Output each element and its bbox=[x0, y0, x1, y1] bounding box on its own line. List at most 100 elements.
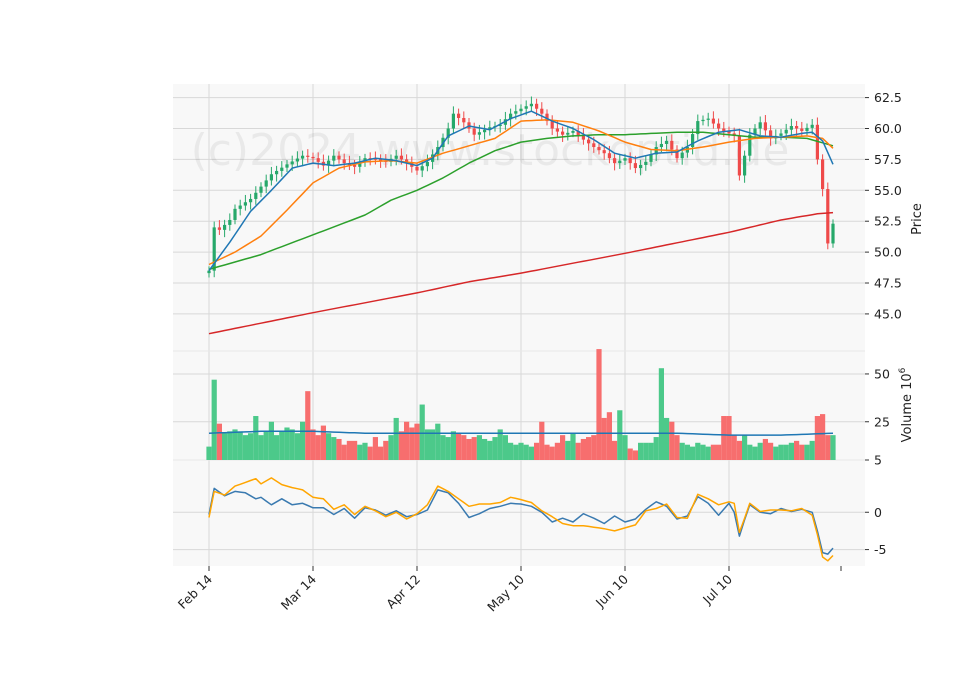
y-tick-label: 57.5 bbox=[874, 152, 902, 167]
volume-bar bbox=[300, 421, 306, 460]
candle-body bbox=[649, 154, 653, 162]
volume-bar bbox=[565, 440, 571, 460]
volume-bar bbox=[476, 435, 482, 460]
y-tick-label: 0 bbox=[874, 505, 882, 520]
candle-body bbox=[264, 180, 268, 187]
candle-body bbox=[701, 119, 705, 122]
candle-body bbox=[249, 198, 253, 203]
volume-bar bbox=[814, 416, 820, 460]
candle-body bbox=[784, 129, 788, 134]
candle-body bbox=[691, 134, 695, 148]
candle-body bbox=[514, 111, 518, 114]
volume-bar bbox=[357, 444, 363, 460]
volume-bar bbox=[258, 435, 264, 460]
candle-body bbox=[550, 121, 554, 129]
y-tick-label: 52.5 bbox=[874, 214, 902, 229]
candle-body bbox=[311, 156, 315, 159]
volume-bar bbox=[466, 438, 472, 460]
candle-body bbox=[628, 158, 632, 164]
candle-body bbox=[706, 118, 710, 120]
candle-body bbox=[717, 123, 721, 129]
candle-body bbox=[743, 155, 747, 176]
candle-body bbox=[737, 135, 741, 176]
candle-body bbox=[275, 170, 279, 175]
x-tick-label: Mar 14 bbox=[278, 571, 319, 612]
volume-bar bbox=[752, 446, 758, 460]
candle-body bbox=[639, 164, 643, 169]
x-tick-label: Feb 14 bbox=[175, 571, 215, 611]
candle-body bbox=[795, 126, 799, 129]
candle-body bbox=[566, 132, 570, 135]
volume-bar bbox=[445, 437, 451, 460]
candle-body bbox=[379, 159, 383, 161]
volume-bar bbox=[830, 435, 836, 460]
volume-bar bbox=[279, 431, 285, 460]
candle-body bbox=[602, 150, 606, 154]
volume-bar bbox=[601, 417, 607, 460]
volume-bar bbox=[398, 431, 404, 460]
volume-bar bbox=[648, 442, 654, 460]
oscillator-line-2 bbox=[208, 477, 834, 562]
candle-body bbox=[633, 163, 637, 169]
volume-bar bbox=[617, 410, 623, 460]
volume-bar bbox=[721, 416, 727, 460]
marks-layer bbox=[206, 96, 836, 562]
candle-body bbox=[545, 113, 549, 122]
y-tick-label: -5 bbox=[874, 542, 886, 557]
volume-bar bbox=[580, 438, 586, 460]
volume-bar bbox=[783, 444, 789, 460]
volume-bar bbox=[315, 435, 321, 460]
volume-bar bbox=[372, 437, 378, 460]
volume-bar bbox=[456, 433, 462, 460]
candle-body bbox=[425, 161, 429, 167]
candle-body bbox=[477, 132, 481, 135]
x-tick-label: Jul 10 bbox=[699, 571, 735, 607]
volume-bar bbox=[216, 423, 222, 460]
volume-bar bbox=[622, 435, 628, 460]
volume-bar bbox=[736, 440, 742, 460]
volume-bar bbox=[690, 446, 696, 460]
candle-body bbox=[800, 128, 804, 131]
volume-bar bbox=[430, 429, 436, 460]
volume-bar bbox=[435, 423, 441, 460]
volume-bar bbox=[461, 435, 467, 460]
candle-body bbox=[805, 127, 809, 131]
candle-body bbox=[665, 140, 669, 144]
candle-body bbox=[831, 223, 835, 244]
candle-body bbox=[644, 161, 648, 165]
candle-body bbox=[327, 160, 331, 166]
volume-bar bbox=[482, 438, 488, 460]
volume-bar bbox=[222, 433, 228, 460]
candle-body bbox=[529, 103, 533, 107]
volume-bar bbox=[544, 444, 550, 460]
candle-body bbox=[654, 147, 658, 155]
volume-bar bbox=[747, 444, 753, 460]
volume-bar bbox=[778, 444, 784, 460]
candle-body bbox=[561, 131, 565, 135]
candle-body bbox=[399, 155, 403, 160]
volume-bar bbox=[710, 444, 716, 460]
candle-body bbox=[670, 140, 674, 150]
candle-body bbox=[217, 227, 221, 230]
candle-body bbox=[316, 158, 320, 162]
ma-fast-line bbox=[208, 110, 834, 272]
candle-body bbox=[623, 158, 627, 161]
volume-bar bbox=[320, 425, 326, 460]
candle-body bbox=[727, 130, 731, 134]
volume-axis-label: Volume 106 bbox=[898, 367, 915, 442]
volume-bar bbox=[341, 444, 347, 460]
candle-body bbox=[498, 124, 502, 127]
volume-bar bbox=[419, 404, 425, 460]
candle-body bbox=[571, 130, 575, 133]
volume-bar bbox=[331, 437, 337, 460]
candle-body bbox=[535, 103, 539, 109]
candle-body bbox=[212, 227, 216, 271]
candle-body bbox=[269, 174, 273, 181]
x-tick-label: May 10 bbox=[484, 571, 527, 614]
volume-bar bbox=[393, 417, 399, 460]
candle-body bbox=[711, 118, 715, 124]
volume-bar bbox=[502, 435, 508, 460]
volume-bar bbox=[513, 444, 519, 460]
volume-bar bbox=[627, 448, 633, 460]
volume-bar bbox=[674, 435, 680, 460]
